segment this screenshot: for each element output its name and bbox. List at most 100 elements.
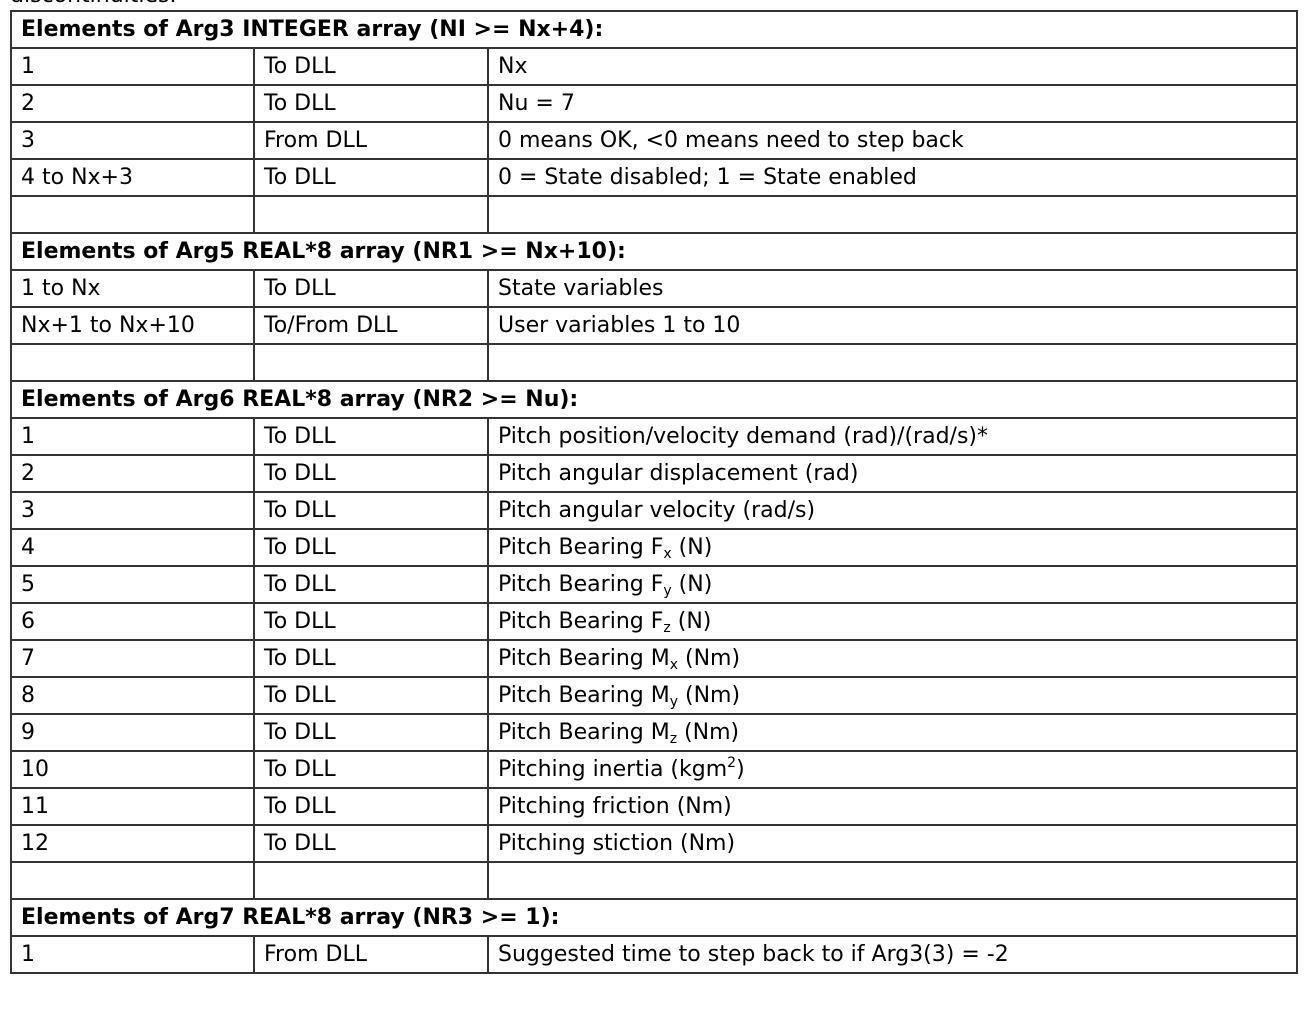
description-text: Pitch Bearing M <box>498 719 670 745</box>
direction-cell: From DLL <box>253 935 489 974</box>
element-cell: 12 <box>10 824 255 863</box>
description-text: User variables 1 to 10 <box>498 312 741 338</box>
description-suffix: (N) <box>671 571 713 597</box>
element-cell: 2 <box>10 454 255 493</box>
element-cell: 3 <box>10 121 255 160</box>
description-suffix: (Nm) <box>678 645 741 671</box>
direction-cell: To/From DLL <box>253 306 489 345</box>
table-row: 7 To DLL Pitch Bearing Mx (Nm) <box>10 639 1299 678</box>
description-subscript: y <box>669 693 678 710</box>
direction-cell: To DLL <box>253 454 489 493</box>
table-row: 1 From DLL Suggested time to step back to … <box>10 935 1299 974</box>
description-subscript: x <box>669 656 678 673</box>
description-suffix: (Nm) <box>677 719 740 745</box>
section-heading: Elements of Arg6 REAL*8 array (NR2 >= Nu… <box>9 380 1299 419</box>
description-text: 0 means OK, <0 means need to step back <box>498 127 964 153</box>
section-heading-row: Elements of Arg6 REAL*8 array (NR2 >= Nu… <box>9 380 1299 419</box>
element-cell: Nx+1 to Nx+10 <box>10 306 255 345</box>
description-cell: 0 means OK, <0 means need to step back <box>486 121 1299 160</box>
description-cell: Pitch angular velocity (rad/s) <box>486 491 1299 530</box>
blank-cell <box>253 343 489 382</box>
direction-cell: To DLL <box>253 602 489 641</box>
description-suffix: ) <box>736 756 745 782</box>
direction-cell: To DLL <box>253 491 489 530</box>
description-cell: Pitch position/velocity demand (rad)/(ra… <box>486 417 1299 456</box>
description-text: 0 = State disabled; 1 = State enabled <box>498 164 917 190</box>
direction-cell: To DLL <box>253 47 489 86</box>
element-cell: 9 <box>10 713 255 752</box>
table-row: 2 To DLL Nu = 7 <box>10 84 1299 123</box>
element-cell: 1 <box>10 47 255 86</box>
description-cell: Pitch Bearing My (Nm) <box>486 676 1299 715</box>
blank-cell <box>253 195 489 234</box>
description-text: Suggested time to step back to if Arg3(3… <box>498 941 1009 967</box>
section-heading-row: Elements of Arg5 REAL*8 array (NR1 >= Nx… <box>9 232 1299 271</box>
description-cell: Pitch angular displacement (rad) <box>486 454 1299 493</box>
description-text: Pitch angular velocity (rad/s) <box>498 497 816 523</box>
description-subscript: z <box>663 619 671 636</box>
description-cell: State variables <box>486 269 1299 308</box>
element-cell: 7 <box>10 639 255 678</box>
blank-row <box>10 195 1299 234</box>
description-subscript: z <box>669 730 678 747</box>
section-heading-row: Elements of Arg3 INTEGER array (NI >= Nx… <box>9 10 1299 49</box>
description-cell: Nu = 7 <box>486 84 1299 123</box>
section-heading-row: Elements of Arg7 REAL*8 array (NR3 >= 1)… <box>9 898 1299 937</box>
description-text: Nx <box>498 53 528 79</box>
table-row: 1 To DLL Pitch position/velocity demand (r… <box>10 417 1299 456</box>
blank-cell <box>10 861 255 900</box>
table-row: 3 From DLL 0 means OK, <0 means need to st… <box>10 121 1299 160</box>
description-text: Pitch angular displacement (rad) <box>498 460 859 486</box>
description-cell: Pitching inertia (kgm2) <box>486 750 1299 789</box>
description-text: State variables <box>498 275 664 301</box>
description-text: Pitch Bearing M <box>498 682 670 708</box>
blank-cell <box>253 861 489 900</box>
element-cell: 6 <box>10 602 255 641</box>
description-subscript: y <box>663 582 672 599</box>
direction-cell: To DLL <box>253 158 489 197</box>
description-text: Pitch position/velocity demand (rad)/(ra… <box>498 423 988 449</box>
description-cell: User variables 1 to 10 <box>486 306 1299 345</box>
description-cell: Suggested time to step back to if Arg3(3… <box>486 935 1299 974</box>
element-cell: 10 <box>10 750 255 789</box>
blank-cell <box>10 343 255 382</box>
table-row: 4 To DLL Pitch Bearing Fx (N) <box>10 528 1299 567</box>
element-cell: 11 <box>10 787 255 826</box>
blank-row <box>10 343 1299 382</box>
table-row: 11 To DLL Pitching friction (Nm) <box>10 787 1299 826</box>
description-text: Nu = 7 <box>498 90 575 116</box>
description-text: Pitching stiction (Nm) <box>498 830 736 856</box>
description-suffix: (N) <box>671 534 713 560</box>
table-row: 12 To DLL Pitching stiction (Nm) <box>10 824 1299 863</box>
description-cell: Pitch Bearing Mx (Nm) <box>486 639 1299 678</box>
table-row: 3 To DLL Pitch angular velocity (rad/s) <box>10 491 1299 530</box>
table-row: 1 To DLL Nx <box>10 47 1299 86</box>
description-text: Pitching inertia (kgm <box>498 756 728 782</box>
direction-cell: To DLL <box>253 417 489 456</box>
description-text: Pitch Bearing F <box>498 571 664 597</box>
element-cell: 4 to Nx+3 <box>10 158 255 197</box>
direction-cell: To DLL <box>253 84 489 123</box>
description-suffix: (Nm) <box>678 682 741 708</box>
direction-cell: To DLL <box>253 269 489 308</box>
description-cell: Pitch Bearing Fz (N) <box>486 602 1299 641</box>
blank-cell <box>486 861 1299 900</box>
direction-cell: To DLL <box>253 639 489 678</box>
table-row: Nx+1 to Nx+10 To/From DLL User variables 1… <box>10 306 1299 345</box>
table-row: 2 To DLL Pitch angular displacement (rad) <box>10 454 1299 493</box>
direction-cell: From DLL <box>253 121 489 160</box>
description-cell: Pitch Bearing Fx (N) <box>486 528 1299 567</box>
description-cell: Pitching friction (Nm) <box>486 787 1299 826</box>
description-cell: Pitch Bearing Fy (N) <box>486 565 1299 604</box>
description-text: Pitch Bearing F <box>498 534 664 560</box>
blank-cell <box>486 195 1299 234</box>
table-row: 10 To DLL Pitching inertia (kgm2) <box>10 750 1299 789</box>
direction-cell: To DLL <box>253 787 489 826</box>
table-row: 9 To DLL Pitch Bearing Mz (Nm) <box>10 713 1299 752</box>
description-cell: Nx <box>486 47 1299 86</box>
direction-cell: To DLL <box>253 713 489 752</box>
description-suffix: (N) <box>670 608 712 634</box>
direction-cell: To DLL <box>253 824 489 863</box>
direction-cell: To DLL <box>253 565 489 604</box>
description-subscript: x <box>663 545 672 562</box>
